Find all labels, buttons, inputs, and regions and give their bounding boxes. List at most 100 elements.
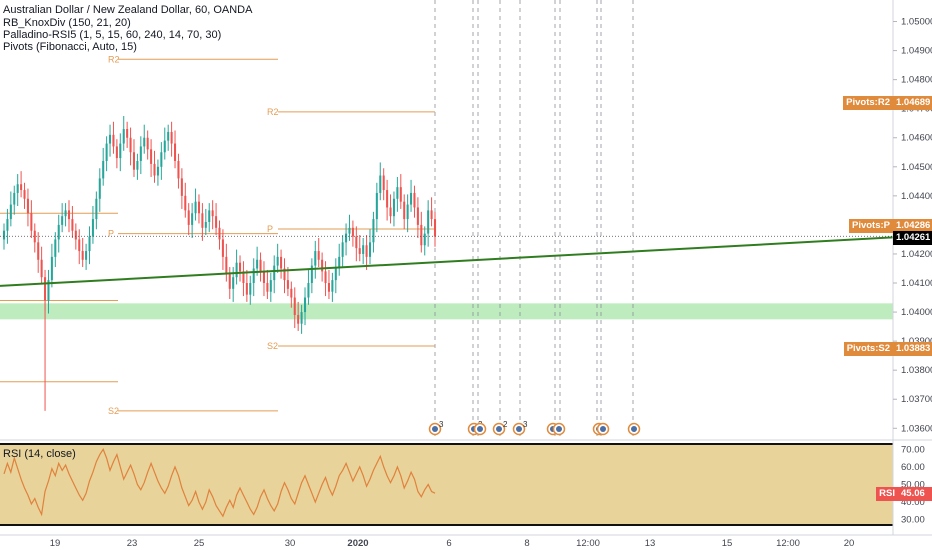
rsi-tag-value: 45.06 xyxy=(898,487,932,501)
candle-body xyxy=(163,140,166,153)
price-tick-label: 1.04200 xyxy=(901,249,932,260)
symbol-title[interactable]: Australian Dollar / New Zealand Dollar, … xyxy=(3,4,253,16)
event-markers: 3223 xyxy=(428,420,641,436)
candle-body xyxy=(50,256,53,281)
prev-pivot-r2-label: R2 xyxy=(108,54,120,64)
time-tick-label: 30 xyxy=(285,538,296,549)
pivot-r2-tag-value: 1.04689 xyxy=(893,96,932,110)
candle-body xyxy=(399,187,402,202)
rsi-tick-label: 30.00 xyxy=(901,515,925,526)
candle-body xyxy=(286,280,289,289)
price-tick-label: 1.04500 xyxy=(901,162,932,173)
candle-body xyxy=(74,230,77,240)
candle-body xyxy=(112,134,115,147)
candle-body xyxy=(420,224,423,246)
rsi-line xyxy=(3,447,436,518)
candle-body xyxy=(156,166,159,176)
indicator-legend-rsi5[interactable]: Palladino-RSI5 (1, 5, 15, 60, 240, 14, 7… xyxy=(3,29,222,41)
candle-body xyxy=(303,297,307,313)
candle-body xyxy=(307,283,310,298)
candle-body xyxy=(204,222,207,228)
candle-body xyxy=(153,163,156,176)
candle-body xyxy=(392,198,395,217)
candle-body xyxy=(57,224,60,240)
candle-body xyxy=(300,312,303,324)
candle-body xyxy=(403,201,406,220)
price-candles xyxy=(2,115,437,411)
candle-body xyxy=(324,271,327,284)
candle-body xyxy=(40,259,43,278)
price-tick-label: 1.05000 xyxy=(901,17,932,28)
candle-body xyxy=(423,233,426,246)
candle-body xyxy=(232,277,235,289)
candle-body xyxy=(81,251,84,260)
pivot-p-label: P xyxy=(267,224,273,234)
candle-body xyxy=(358,248,361,254)
candle-body xyxy=(386,190,389,208)
candle-body xyxy=(98,178,101,199)
candle-body xyxy=(269,280,272,292)
price-tick-label: 1.04600 xyxy=(901,133,932,144)
candle-body xyxy=(406,204,409,220)
candle-body xyxy=(211,210,214,217)
candle-body xyxy=(375,192,378,220)
time-tick-label: 13 xyxy=(645,538,656,549)
time-tick-label: 25 xyxy=(194,538,205,549)
time-tick-label: 20 xyxy=(844,538,855,549)
pivot-p-tag-value: 1.04286 xyxy=(893,219,932,233)
candle-body xyxy=(389,207,392,217)
candle-body xyxy=(9,204,12,220)
candle-body xyxy=(416,207,419,225)
price-tick-label: 1.03800 xyxy=(901,365,932,376)
candle-body xyxy=(194,201,197,214)
candle-body xyxy=(327,283,330,292)
candle-body xyxy=(143,137,146,147)
pivot-s2-label: S2 xyxy=(267,341,278,351)
candle-body xyxy=(372,219,375,243)
candle-body xyxy=(102,160,105,179)
candle-body xyxy=(167,131,170,141)
time-axis[interactable]: 19 23 25 30 2020 6 8 12:00 13 15 12:00 20 xyxy=(50,538,855,549)
candle-body xyxy=(355,236,358,249)
trendline[interactable] xyxy=(0,236,894,287)
candle-body xyxy=(259,259,262,272)
candle-body xyxy=(215,216,218,228)
indicator-legend-knoxdiv[interactable]: RB_KnoxDiv (150, 21, 20) xyxy=(3,17,131,29)
rsi-pane-title[interactable]: RSI (14, close) xyxy=(3,448,76,460)
candle-body xyxy=(180,178,183,196)
candle-body xyxy=(6,219,9,231)
event-count: 3 xyxy=(439,420,444,429)
candle-body xyxy=(115,146,118,159)
rsi-axis[interactable]: 70.00 60.00 50.00 40.00 30.00 xyxy=(901,444,925,525)
candle-body xyxy=(109,134,112,144)
candle-body xyxy=(13,192,16,205)
candle-body xyxy=(351,227,354,237)
candle-body xyxy=(331,280,334,292)
candle-body xyxy=(221,239,224,257)
candle-body xyxy=(61,216,64,225)
candle-body xyxy=(256,259,259,269)
candle-body xyxy=(225,256,228,275)
candle-body xyxy=(20,184,23,191)
time-tick-label: 12:00 xyxy=(576,538,600,549)
candle-body xyxy=(341,242,344,257)
candle-body xyxy=(410,192,413,205)
candle-body xyxy=(136,160,139,170)
candle-body xyxy=(91,219,94,237)
price-tick-label: 1.04100 xyxy=(901,278,932,289)
candle-body xyxy=(334,268,337,281)
rsi-tag-label: RSI xyxy=(876,487,898,501)
candle-body xyxy=(249,283,252,295)
candle-body xyxy=(174,143,177,161)
candle-body xyxy=(122,129,125,144)
indicator-legend-pivots[interactable]: Pivots (Fibonacci, Auto, 15) xyxy=(3,41,137,53)
rsi-tick-label: 60.00 xyxy=(901,462,925,473)
last-price-tag: 1.04261 xyxy=(893,231,932,245)
candle-body xyxy=(64,210,67,217)
time-tick-label: 23 xyxy=(127,538,138,549)
candle-body xyxy=(228,274,231,289)
candle-body xyxy=(95,198,98,220)
candle-body xyxy=(368,242,372,257)
candle-body xyxy=(293,297,296,315)
